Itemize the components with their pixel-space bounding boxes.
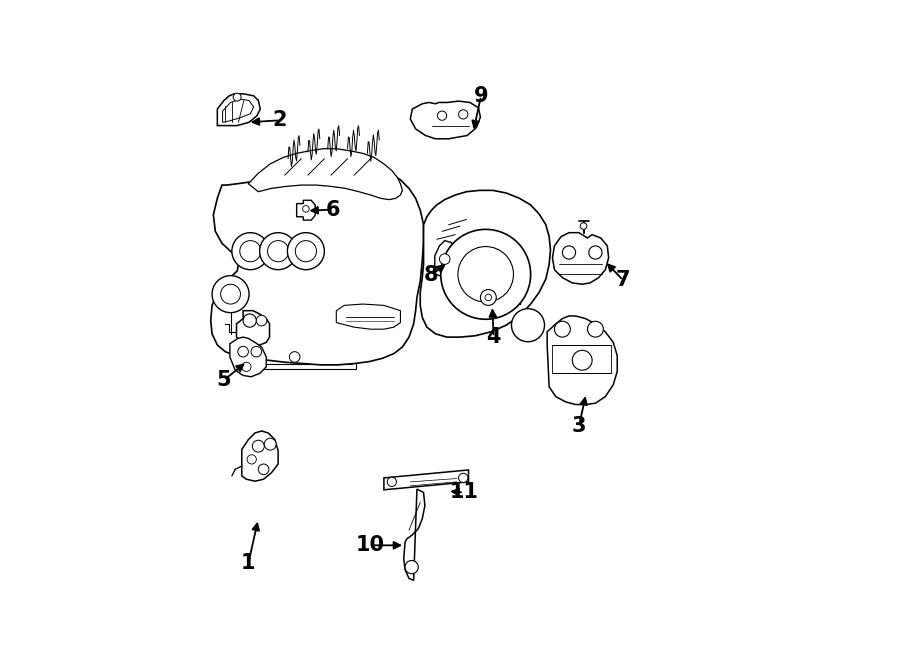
Polygon shape	[230, 337, 266, 377]
Text: 6: 6	[326, 200, 340, 219]
Circle shape	[562, 246, 576, 259]
Polygon shape	[211, 164, 424, 365]
Circle shape	[259, 233, 297, 270]
Circle shape	[485, 294, 491, 301]
Polygon shape	[297, 200, 315, 220]
Circle shape	[459, 473, 468, 483]
Circle shape	[437, 111, 446, 120]
Circle shape	[458, 247, 514, 302]
Circle shape	[233, 93, 241, 101]
Text: 3: 3	[572, 416, 586, 436]
Circle shape	[511, 309, 544, 342]
Circle shape	[242, 362, 251, 371]
Text: 2: 2	[273, 110, 287, 130]
Circle shape	[580, 223, 587, 229]
Circle shape	[302, 206, 310, 212]
Circle shape	[258, 464, 269, 475]
Circle shape	[287, 233, 324, 270]
Polygon shape	[547, 316, 617, 405]
Text: 4: 4	[486, 327, 501, 347]
Text: 11: 11	[449, 483, 479, 502]
Polygon shape	[410, 101, 481, 139]
Text: 5: 5	[217, 370, 231, 390]
Circle shape	[248, 455, 256, 464]
Text: 9: 9	[473, 86, 489, 106]
Circle shape	[459, 110, 468, 119]
Circle shape	[251, 346, 262, 357]
Text: 10: 10	[356, 535, 385, 555]
Circle shape	[290, 352, 300, 362]
Circle shape	[212, 276, 249, 313]
Text: 8: 8	[424, 265, 438, 285]
Circle shape	[243, 314, 256, 327]
Polygon shape	[465, 276, 511, 314]
Polygon shape	[553, 233, 608, 284]
Circle shape	[220, 284, 240, 304]
Polygon shape	[248, 149, 402, 200]
Text: 7: 7	[616, 270, 630, 290]
Polygon shape	[242, 431, 278, 481]
Circle shape	[405, 561, 418, 574]
Circle shape	[572, 350, 592, 370]
Polygon shape	[435, 241, 458, 278]
Circle shape	[387, 477, 397, 486]
Polygon shape	[420, 190, 551, 337]
Circle shape	[238, 346, 248, 357]
Polygon shape	[384, 470, 469, 490]
Circle shape	[295, 241, 317, 262]
Circle shape	[441, 229, 531, 319]
Circle shape	[252, 440, 265, 452]
Circle shape	[256, 315, 267, 326]
Circle shape	[554, 321, 571, 337]
Polygon shape	[237, 311, 269, 345]
Polygon shape	[337, 304, 400, 329]
Circle shape	[481, 290, 496, 305]
Circle shape	[439, 254, 450, 264]
Circle shape	[232, 233, 269, 270]
Circle shape	[588, 321, 603, 337]
Polygon shape	[404, 489, 425, 580]
Polygon shape	[222, 99, 254, 122]
Polygon shape	[217, 94, 260, 126]
Text: 1: 1	[241, 553, 256, 573]
Circle shape	[589, 246, 602, 259]
FancyBboxPatch shape	[247, 349, 352, 364]
Circle shape	[267, 241, 289, 262]
Circle shape	[239, 241, 261, 262]
Circle shape	[265, 438, 276, 450]
